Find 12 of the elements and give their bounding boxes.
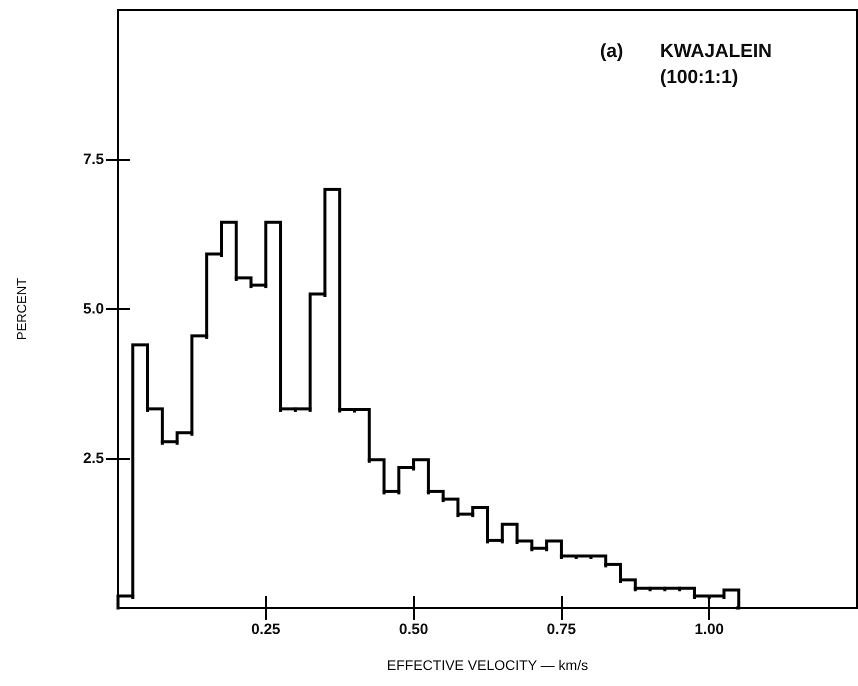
x-tick-label: 0.75 [546,621,576,638]
annotation: (100:1:1) [660,67,738,88]
x-tick-label: 0.25 [251,621,280,638]
annotation: KWAJALEIN [660,41,772,62]
x-tick-label: 1.00 [694,621,724,638]
y-tick-label: 5.0 [83,300,104,318]
y-tick-label: 7.5 [83,151,104,168]
y-axis-title: PERCENT [14,278,29,340]
annotation: (a) [600,41,624,62]
y-tick-label: 2.5 [83,450,104,467]
x-tick-label: 0.50 [399,621,428,638]
x-axis-title: EFFECTIVE VELOCITY — km/s [386,657,588,673]
